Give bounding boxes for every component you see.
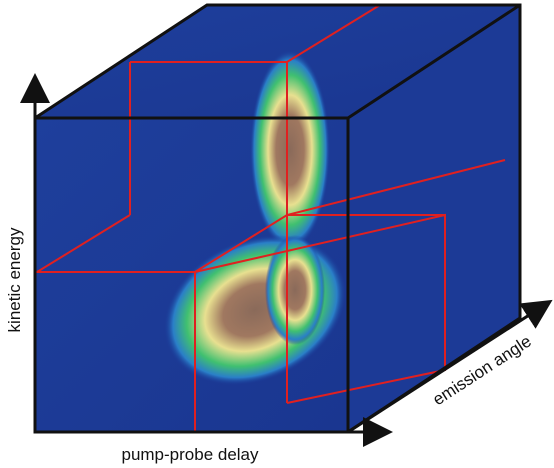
- vertical-axis-label: kinetic energy: [5, 227, 24, 332]
- horizontal-axis-label: pump-probe delay: [121, 445, 259, 464]
- signal-upper: [250, 50, 330, 250]
- signal-peak: [265, 235, 325, 345]
- cross-sections: [33, 4, 506, 432]
- axis-arrows: [20, 73, 553, 447]
